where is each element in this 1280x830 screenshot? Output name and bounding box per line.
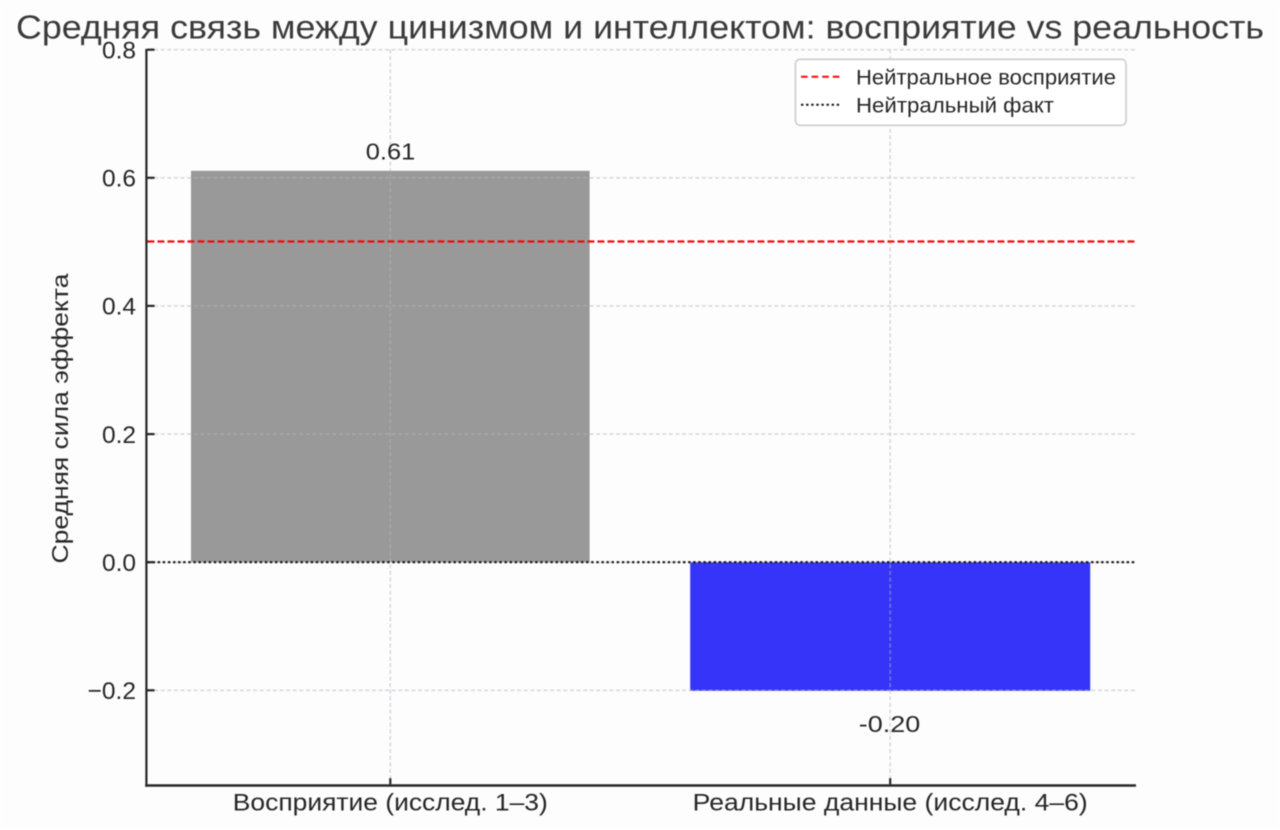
svg-text:Восприятие (исслед. 1–3): Восприятие (исслед. 1–3) <box>233 790 548 817</box>
svg-text:0.0: 0.0 <box>102 550 136 577</box>
svg-text:0.6: 0.6 <box>102 166 136 193</box>
svg-text:Нейтральное восприятие: Нейтральное восприятие <box>856 66 1116 89</box>
svg-text:0.4: 0.4 <box>102 294 136 321</box>
svg-text:0.2: 0.2 <box>102 422 136 449</box>
svg-text:Средняя связь между цинизмом и: Средняя связь между цинизмом и интеллект… <box>16 8 1264 45</box>
svg-text:Нейтральный факт: Нейтральный факт <box>856 94 1054 117</box>
svg-text:0.8: 0.8 <box>102 38 136 65</box>
svg-text:0.61: 0.61 <box>366 138 416 164</box>
svg-text:-0.20: -0.20 <box>859 711 921 737</box>
svg-text:Реальные данные (исслед. 4–6): Реальные данные (исслед. 4–6) <box>693 790 1088 817</box>
svg-text:−0.2: −0.2 <box>88 678 136 705</box>
svg-text:Средняя сила эффекта: Средняя сила эффекта <box>47 273 73 563</box>
